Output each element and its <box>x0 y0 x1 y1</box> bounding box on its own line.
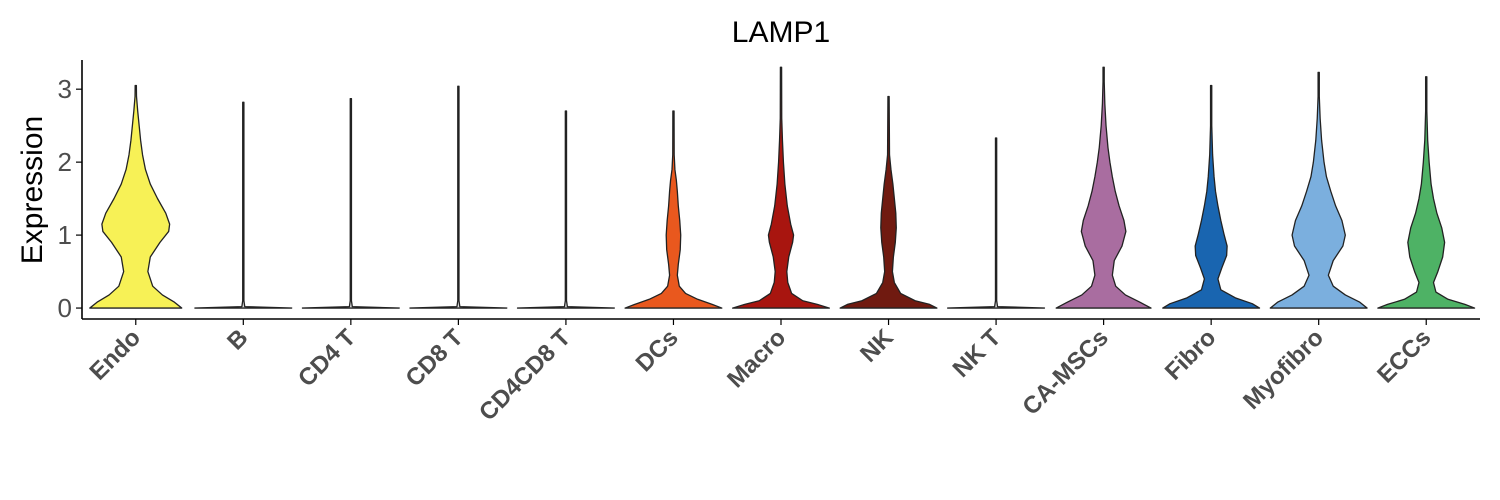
y-tick-label: 2 <box>58 147 72 177</box>
chart-title: LAMP1 <box>732 16 830 49</box>
violin-myofibro <box>1269 71 1368 309</box>
x-tick-label: CD4 T <box>293 324 361 392</box>
violin-nk-t <box>947 137 1046 309</box>
x-tick-label: Myofibro <box>1238 324 1329 415</box>
violin-eccs <box>1377 76 1476 309</box>
x-tick-label: CD8 T <box>401 324 469 392</box>
x-tick-label: CD4CD8 T <box>474 324 576 426</box>
x-tick-label: B <box>222 324 253 355</box>
x-tick-label: Fibro <box>1160 324 1222 386</box>
x-tick-label: NK <box>855 324 899 368</box>
violins-group <box>89 66 1476 309</box>
y-tick-label: 1 <box>58 220 72 250</box>
x-tick-label: NK T <box>948 324 1007 383</box>
x-tick-label: Macro <box>722 324 791 393</box>
y-axis: 0 1 2 3 <box>58 60 83 323</box>
violin-macro <box>731 66 831 309</box>
y-tick-label: 3 <box>58 74 72 104</box>
violin-ca-mscs <box>1055 66 1152 309</box>
x-axis: Endo B CD4 T CD8 T CD4CD8 T DCs Macro NK NK T CA-… <box>82 318 1480 426</box>
violin-dcs <box>624 110 723 309</box>
x-tick-label: CA-MSCs <box>1017 324 1113 420</box>
x-tick-label: DCs <box>631 324 684 377</box>
violin-fibro <box>1162 84 1261 309</box>
x-tick-label: Endo <box>84 324 146 386</box>
violin-endo <box>89 84 183 309</box>
violin-nk <box>839 95 938 309</box>
violin-cd4-t <box>301 98 400 309</box>
violin-b <box>194 101 293 309</box>
violin-cd8-t <box>409 85 508 309</box>
x-tick-label: ECCs <box>1372 324 1436 388</box>
violin-cd4cd8-t <box>516 110 615 309</box>
y-tick-label: 0 <box>58 293 72 323</box>
y-axis-label: Expression <box>16 116 49 264</box>
